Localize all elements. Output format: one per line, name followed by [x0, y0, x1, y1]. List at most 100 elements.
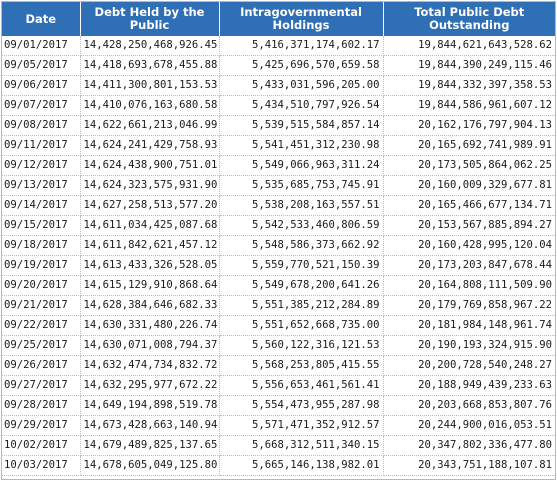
- table-row: 09/19/2017 14,613,433,326,528.05 5,559,770…: [2, 255, 555, 277]
- date-cell: 09/15/2017: [2, 215, 81, 237]
- table-row: 09/14/2017 14,627,258,513,577.20 5,538,208…: [2, 195, 555, 217]
- date-cell: 09/26/2017: [2, 355, 81, 377]
- debt-held-by-public-cell: 14,632,474,734,832.72: [80, 355, 220, 377]
- column-header-total-public-debt[interactable]: Total Public Debt Outstanding: [383, 2, 555, 36]
- debt-held-by-public-cell: 14,611,034,425,087.68: [80, 215, 220, 237]
- debt-held-by-public-cell: 14,624,323,575,931.90: [80, 175, 220, 197]
- table-row: 09/26/2017 14,632,474,734,832.72 5,568,253…: [2, 355, 555, 377]
- intragovernmental-holdings-cell: 5,538,208,163,557.51: [219, 195, 384, 217]
- total-public-debt-cell: 20,165,692,741,989.91: [383, 135, 555, 157]
- total-public-debt-cell: 20,190,193,324,915.90: [383, 335, 555, 357]
- date-cell: 09/13/2017: [2, 175, 81, 197]
- total-public-debt-cell: 20,162,176,797,904.13: [383, 115, 555, 137]
- table-row: 09/01/2017 14,428,250,468,926.45 5,416,371…: [2, 36, 555, 57]
- table-row: 09/07/2017 14,410,076,163,680.58 5,434,510…: [2, 95, 555, 117]
- total-public-debt-cell: 20,173,203,847,678.44: [383, 255, 555, 277]
- date-cell: 09/14/2017: [2, 195, 81, 217]
- date-cell: 09/27/2017: [2, 375, 81, 397]
- debt-held-by-public-cell: 14,615,129,910,868.64: [80, 275, 220, 297]
- debt-held-by-public-cell: 14,611,842,621,457.12: [80, 235, 220, 257]
- debt-held-by-public-cell: 14,624,241,429,758.93: [80, 135, 220, 157]
- intragovernmental-holdings-cell: 5,554,473,955,287.98: [219, 395, 384, 417]
- table-row: 09/18/2017 14,611,842,621,457.12 5,548,586…: [2, 235, 555, 257]
- date-cell: 09/20/2017: [2, 275, 81, 297]
- table-row: 09/25/2017 14,630,071,008,794.37 5,560,122…: [2, 335, 555, 357]
- total-public-debt-cell: 20,160,009,329,677.81: [383, 175, 555, 197]
- intragovernmental-holdings-cell: 5,668,312,511,340.15: [219, 435, 384, 457]
- table-row: 09/21/2017 14,628,384,646,682.33 5,551,385…: [2, 295, 555, 317]
- date-cell: 09/22/2017: [2, 315, 81, 337]
- debt-held-by-public-cell: 14,428,250,468,926.45: [80, 36, 220, 57]
- column-header-date[interactable]: Date: [2, 2, 81, 36]
- debt-held-by-public-cell: 14,649,194,898,519.78: [80, 395, 220, 417]
- column-header-debt-held-by-public[interactable]: Debt Held by the Public: [80, 2, 220, 36]
- total-public-debt-cell: 19,844,586,961,607.12: [383, 95, 555, 117]
- table-row: 09/05/2017 14,418,693,678,455.88 5,425,696…: [2, 55, 555, 77]
- date-cell: 09/21/2017: [2, 295, 81, 317]
- total-public-debt-cell: 20,188,949,439,233.63: [383, 375, 555, 397]
- debt-held-by-public-cell: 14,624,438,900,751.01: [80, 155, 220, 177]
- debt-held-by-public-cell: 14,410,076,163,680.58: [80, 95, 220, 117]
- table-row: 10/03/2017 14,678,605,049,125.80 5,665,146…: [2, 455, 555, 477]
- table-row: 09/27/2017 14,632,295,977,672.22 5,556,653…: [2, 375, 555, 397]
- intragovernmental-holdings-cell: 5,548,586,373,662.92: [219, 235, 384, 257]
- debt-held-by-public-cell: 14,630,071,008,794.37: [80, 335, 220, 357]
- intragovernmental-holdings-cell: 5,433,031,596,205.00: [219, 75, 384, 97]
- intragovernmental-holdings-cell: 5,559,770,521,150.39: [219, 255, 384, 277]
- table-row: 10/02/2017 14,679,489,825,137.65 5,668,312…: [2, 435, 555, 457]
- date-cell: 09/25/2017: [2, 335, 81, 357]
- total-public-debt-cell: 20,203,668,853,807.76: [383, 395, 555, 417]
- table-row: 09/11/2017 14,624,241,429,758.93 5,541,451…: [2, 135, 555, 157]
- table-row: 09/22/2017 14,630,331,480,226.74 5,551,652…: [2, 315, 555, 337]
- date-cell: 09/01/2017: [2, 36, 81, 57]
- intragovernmental-holdings-cell: 5,665,146,138,982.01: [219, 455, 384, 477]
- table-header: Date Debt Held by the Public Intragovern…: [2, 2, 555, 36]
- intragovernmental-holdings-cell: 5,568,253,805,415.55: [219, 355, 384, 377]
- total-public-debt-cell: 19,844,332,397,358.53: [383, 75, 555, 97]
- debt-held-by-public-cell: 14,673,428,663,140.94: [80, 415, 220, 437]
- intragovernmental-holdings-cell: 5,551,652,668,735.00: [219, 315, 384, 337]
- total-public-debt-cell: 19,844,621,643,528.62: [383, 36, 555, 57]
- debt-held-by-public-cell: 14,632,295,977,672.22: [80, 375, 220, 397]
- intragovernmental-holdings-cell: 5,571,471,352,912.57: [219, 415, 384, 437]
- intragovernmental-holdings-cell: 5,541,451,312,230.98: [219, 135, 384, 157]
- table-row: 09/15/2017 14,611,034,425,087.68 5,542,533…: [2, 215, 555, 237]
- debt-held-by-public-cell: 14,622,661,213,046.99: [80, 115, 220, 137]
- date-cell: 09/19/2017: [2, 255, 81, 277]
- total-public-debt-cell: 20,179,769,858,967.22: [383, 295, 555, 317]
- intragovernmental-holdings-cell: 5,539,515,584,857.14: [219, 115, 384, 137]
- intragovernmental-holdings-cell: 5,416,371,174,602.17: [219, 36, 384, 57]
- date-cell: 09/12/2017: [2, 155, 81, 177]
- table-row: 09/12/2017 14,624,438,900,751.01 5,549,066…: [2, 155, 555, 177]
- intragovernmental-holdings-cell: 5,542,533,460,806.59: [219, 215, 384, 237]
- intragovernmental-holdings-cell: 5,551,385,212,284.89: [219, 295, 384, 317]
- date-cell: 09/06/2017: [2, 75, 81, 97]
- intragovernmental-holdings-cell: 5,560,122,316,121.53: [219, 335, 384, 357]
- date-cell: 09/07/2017: [2, 95, 81, 117]
- date-cell: 10/02/2017: [2, 435, 81, 457]
- debt-held-by-public-cell: 14,630,331,480,226.74: [80, 315, 220, 337]
- intragovernmental-holdings-cell: 5,556,653,461,561.41: [219, 375, 384, 397]
- intragovernmental-holdings-cell: 5,549,678,200,641.26: [219, 275, 384, 297]
- total-public-debt-cell: 20,165,466,677,134.71: [383, 195, 555, 217]
- table-row: 09/13/2017 14,624,323,575,931.90 5,535,685…: [2, 175, 555, 197]
- date-cell: 09/08/2017: [2, 115, 81, 137]
- table-row: 09/28/2017 14,649,194,898,519.78 5,554,473…: [2, 395, 555, 417]
- table-row: 09/08/2017 14,622,661,213,046.99 5,539,515…: [2, 115, 555, 137]
- date-cell: 09/18/2017: [2, 235, 81, 257]
- intragovernmental-holdings-cell: 5,535,685,753,745.91: [219, 175, 384, 197]
- debt-held-by-public-cell: 14,679,489,825,137.65: [80, 435, 220, 457]
- intragovernmental-holdings-cell: 5,549,066,963,311.24: [219, 155, 384, 177]
- table-body: 09/01/2017 14,428,250,468,926.45 5,416,371…: [2, 36, 555, 477]
- debt-held-by-public-cell: 14,613,433,326,528.05: [80, 255, 220, 277]
- date-cell: 10/03/2017: [2, 455, 81, 477]
- debt-held-by-public-cell: 14,411,300,801,153.53: [80, 75, 220, 97]
- total-public-debt-cell: 20,164,808,111,509.90: [383, 275, 555, 297]
- total-public-debt-cell: 20,200,728,540,248.27: [383, 355, 555, 377]
- date-cell: 09/29/2017: [2, 415, 81, 437]
- column-header-intragovernmental-holdings[interactable]: Intragovernmental Holdings: [219, 2, 384, 36]
- debt-held-by-public-cell: 14,627,258,513,577.20: [80, 195, 220, 217]
- table-row: 09/06/2017 14,411,300,801,153.53 5,433,031…: [2, 75, 555, 97]
- intragovernmental-holdings-cell: 5,434,510,797,926.54: [219, 95, 384, 117]
